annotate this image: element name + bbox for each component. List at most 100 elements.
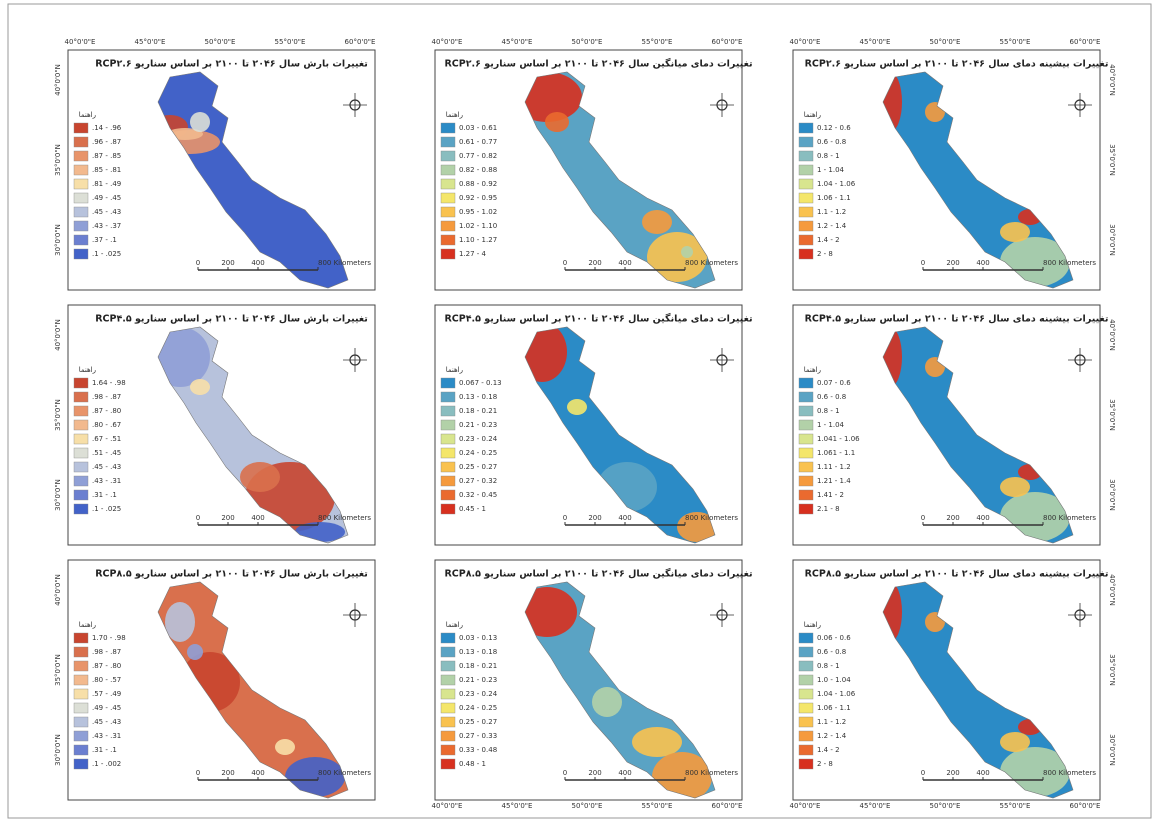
lon-label: 55°0'0"E bbox=[1000, 38, 1031, 46]
legend-swatch bbox=[74, 504, 88, 514]
legend-swatch bbox=[441, 759, 455, 769]
lat-label: 30°0'0"N bbox=[1108, 224, 1116, 256]
legend-title: راهنما bbox=[79, 111, 96, 119]
panel-title: تغییرات بارش سال ۲۰۴۶ تا ۲۱۰۰ بر اساس سن… bbox=[95, 59, 368, 70]
legend-label: .1 - .002 bbox=[92, 760, 121, 768]
scale-label: 200 bbox=[588, 769, 601, 777]
legend-swatch bbox=[441, 165, 455, 175]
panel-title: تغییرات بیشینه دمای سال ۲۰۴۶ تا ۲۱۰۰ بر … bbox=[805, 569, 1109, 580]
map-zone bbox=[165, 602, 195, 642]
scale-label: 400 bbox=[618, 514, 631, 522]
legend-label: 0.45 - 1 bbox=[459, 505, 486, 513]
legend-swatch bbox=[74, 703, 88, 713]
legend-label: .49 - .45 bbox=[92, 704, 121, 712]
legend-label: 1.27 - 4 bbox=[459, 250, 487, 258]
legend-label: .31 - .1 bbox=[92, 746, 117, 754]
legend-swatch bbox=[441, 420, 455, 430]
legend-label: .57 - .49 bbox=[92, 690, 121, 698]
legend-swatch bbox=[799, 420, 813, 430]
legend-swatch bbox=[441, 476, 455, 486]
legend-label: 0.12 - 0.6 bbox=[817, 124, 851, 132]
map-panel: تغییرات دمای میانگین سال ۲۰۴۶ تا ۲۱۰۰ بر… bbox=[435, 305, 753, 557]
lon-label: 40°0'0"E bbox=[432, 802, 463, 810]
legend-label: .43 - .37 bbox=[92, 222, 121, 230]
legend-swatch bbox=[74, 647, 88, 657]
figure: تغییرات بارش سال ۲۰۴۶ تا ۲۱۰۰ بر اساس سن… bbox=[0, 0, 1159, 825]
legend-label: 0.48 - 1 bbox=[459, 760, 486, 768]
lon-label: 50°0'0"E bbox=[205, 38, 236, 46]
map-zone bbox=[1000, 732, 1030, 752]
legend-label: 0.27 - 0.32 bbox=[459, 477, 497, 485]
legend-label: 1.06 - 1.1 bbox=[817, 194, 851, 202]
scale-label: 200 bbox=[946, 259, 959, 267]
legend-swatch bbox=[441, 434, 455, 444]
lat-label: 30°0'0"N bbox=[1108, 479, 1116, 511]
legend-swatch bbox=[799, 207, 813, 217]
legend-label: 0.61 - 0.77 bbox=[459, 138, 497, 146]
scale-label: 400 bbox=[251, 259, 264, 267]
scale-label: 800 Kilometers bbox=[318, 259, 371, 267]
legend-label: 1.0 - 1.04 bbox=[817, 676, 851, 684]
legend-swatch bbox=[441, 123, 455, 133]
legend-swatch bbox=[441, 745, 455, 755]
lon-label: 45°0'0"E bbox=[860, 802, 891, 810]
legend-title: راهنما bbox=[804, 621, 821, 629]
legend-label: 0.18 - 0.21 bbox=[459, 407, 497, 415]
map-panel: تغییرات بارش سال ۲۰۴۶ تا ۲۱۰۰ بر اساس سن… bbox=[68, 560, 375, 812]
scale-label: 200 bbox=[588, 514, 601, 522]
legend-swatch bbox=[74, 759, 88, 769]
legend-title: راهنما bbox=[79, 621, 96, 629]
legend-label: 1 - 1.04 bbox=[817, 421, 845, 429]
lat-label: 40°0'0"N bbox=[1108, 319, 1116, 351]
legend-label: 0.6 - 0.8 bbox=[817, 648, 846, 656]
legend-swatch bbox=[799, 235, 813, 245]
lat-label: 30°0'0"N bbox=[54, 734, 62, 766]
panel-title: تغییرات بیشینه دمای سال ۲۰۴۶ تا ۲۱۰۰ بر … bbox=[805, 314, 1109, 325]
legend-swatch bbox=[441, 207, 455, 217]
legend-swatch bbox=[74, 137, 88, 147]
lon-label: 50°0'0"E bbox=[572, 802, 603, 810]
legend-swatch bbox=[799, 193, 813, 203]
legend-label: 1.06 - 1.1 bbox=[817, 704, 851, 712]
lat-label: 30°0'0"N bbox=[1108, 734, 1116, 766]
legend-swatch bbox=[441, 249, 455, 259]
legend-label: 0.23 - 0.24 bbox=[459, 690, 498, 698]
legend-label: .80 - .57 bbox=[92, 676, 121, 684]
scale-label: 0 bbox=[196, 769, 200, 777]
legend-swatch bbox=[74, 462, 88, 472]
legend-swatch bbox=[441, 462, 455, 472]
legend-swatch bbox=[74, 221, 88, 231]
lat-label: 40°0'0"N bbox=[54, 574, 62, 606]
legend-label: .87 - .80 bbox=[92, 407, 121, 415]
legend-label: .14 - .96 bbox=[92, 124, 122, 132]
panel-title: تغییرات بیشینه دمای سال ۲۰۴۶ تا ۲۱۰۰ بر … bbox=[805, 59, 1109, 70]
legend-swatch bbox=[441, 647, 455, 657]
lon-label: 55°0'0"E bbox=[275, 38, 306, 46]
legend-swatch bbox=[799, 378, 813, 388]
legend-swatch bbox=[441, 448, 455, 458]
legend-swatch bbox=[74, 378, 88, 388]
lat-label: 40°0'0"N bbox=[1108, 64, 1116, 96]
panel-title: تغییرات دمای میانگین سال ۲۰۴۶ تا ۲۱۰۰ بر… bbox=[444, 568, 752, 580]
panel-title: تغییرات دمای میانگین سال ۲۰۴۶ تا ۲۱۰۰ بر… bbox=[444, 313, 752, 325]
legend-label: .45 - .43 bbox=[92, 718, 121, 726]
scale-label: 800 Kilometers bbox=[318, 514, 371, 522]
legend-label: 0.82 - 0.88 bbox=[459, 166, 497, 174]
legend-title: راهنما bbox=[804, 111, 821, 119]
legend-label: 0.8 - 1 bbox=[817, 662, 840, 670]
legend-label: 1.061 - 1.1 bbox=[817, 449, 855, 457]
legend-label: 0.32 - 0.45 bbox=[459, 491, 497, 499]
legend-label: 0.13 - 0.18 bbox=[459, 393, 497, 401]
map-zone bbox=[545, 112, 569, 132]
map-zone bbox=[592, 687, 622, 717]
scale-label: 400 bbox=[976, 514, 989, 522]
scale-label: 400 bbox=[618, 769, 631, 777]
scale-label: 0 bbox=[196, 514, 200, 522]
scale-label: 200 bbox=[946, 769, 959, 777]
legend-label: 0.03 - 0.61 bbox=[459, 124, 497, 132]
legend-swatch bbox=[441, 661, 455, 671]
legend-swatch bbox=[799, 476, 813, 486]
legend-label: 0.067 - 0.13 bbox=[459, 379, 502, 387]
lat-label: 35°0'0"N bbox=[1108, 144, 1116, 176]
legend-swatch bbox=[74, 406, 88, 416]
